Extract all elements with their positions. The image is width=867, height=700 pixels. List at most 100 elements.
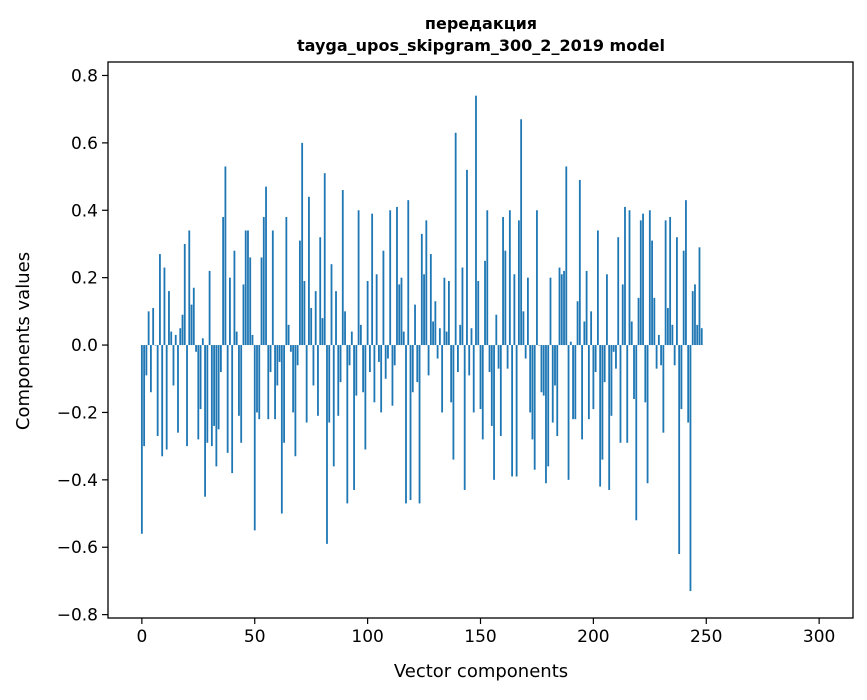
bar-169 [522,311,525,346]
bar-11 [165,345,168,450]
bar-107 [382,250,385,346]
bar-167 [517,220,520,346]
bar-150 [479,345,482,410]
bar-127 [427,345,430,376]
bar-66 [289,345,292,352]
bar-248 [700,328,703,346]
bar-189 [567,345,570,480]
bar-49 [251,334,254,346]
bar-0 [140,345,143,534]
y-tick-label-5: 0.2 [71,269,98,289]
bar-29 [206,345,209,443]
bar-95 [355,345,358,396]
bar-83 [328,345,331,423]
bar-140 [457,345,459,373]
bar-3 [147,311,150,346]
bar-134 [443,277,446,346]
bar-58 [271,230,274,346]
bar-62 [280,345,283,514]
chart-title-line-2: tayga_upos_skipgram_300_2_2019 model [297,36,665,55]
x-tick-label-6: 300 [803,627,835,647]
bar-59 [274,345,276,420]
bar-126 [425,220,428,346]
bar-220 [637,297,640,346]
bar-12 [168,291,170,346]
bar-76 [312,345,315,386]
bar-73 [305,345,308,423]
bar-103 [373,345,376,403]
bar-201 [594,345,597,373]
bar-14 [172,345,175,386]
bar-199 [590,311,593,346]
bar-172 [529,345,532,413]
bar-113 [396,206,398,346]
bar-116 [402,331,405,346]
bar-171 [527,277,529,346]
y-tick-label-7: 0.6 [71,134,98,154]
bar-57 [269,345,272,373]
x-tick-label-0: 0 [136,627,147,647]
bar-185 [558,267,561,346]
bar-100 [366,281,369,346]
tick-group: 0 50 100 150 200 250 300 −0.8 −0.6 −0.4 −0.2 0.0 0.2… [57,66,836,647]
bar-125 [423,274,425,346]
x-tick-label-1: 50 [244,627,266,647]
bar-84 [330,264,333,346]
bar-70 [298,240,301,346]
bar-98 [362,345,365,393]
bar-187 [563,270,565,346]
bar-226 [651,240,653,346]
bar-177 [540,345,543,393]
bar-112 [393,345,396,366]
bar-48 [249,257,252,346]
bar-170 [524,345,527,359]
bar-78 [317,345,319,416]
bar-223 [644,345,647,403]
bar-131 [436,345,439,359]
bar-229 [657,334,660,346]
bar-77 [314,291,317,346]
bar-182 [551,345,554,423]
bar-137 [450,345,453,403]
bar-102 [371,213,374,346]
bar-130 [434,301,437,346]
bar-211 [617,237,620,346]
bar-118 [407,200,410,346]
bar-67 [292,345,295,413]
bar-143 [463,345,466,490]
bar-168 [520,119,523,346]
bar-244 [691,291,694,346]
bar-20 [186,345,188,447]
x-tick-label-5: 250 [690,627,722,647]
bar-237 [676,237,678,346]
bar-80 [321,318,324,346]
bar-120 [411,345,414,393]
bar-23 [192,287,195,346]
bar-213 [621,284,624,346]
bar-10 [163,267,166,346]
bar-148 [475,95,477,346]
bar-35 [219,345,222,373]
bar-27 [201,338,204,346]
bar-51 [256,345,258,413]
bar-147 [472,345,475,413]
bar-183 [554,345,556,386]
bar-157 [495,314,498,346]
bar-105 [378,345,380,362]
bar-129 [432,321,434,346]
bar-4 [149,345,152,393]
bar-235 [671,324,674,346]
bar-222 [642,213,644,346]
bar-38 [226,345,229,453]
bar-204 [601,345,604,460]
bar-144 [466,169,468,346]
bar-210 [615,345,617,369]
bar-217 [630,321,633,346]
bar-184 [556,345,559,437]
bar-153 [486,210,489,346]
bar-173 [531,345,534,440]
bar-90 [344,311,346,346]
bar-24 [195,345,197,352]
